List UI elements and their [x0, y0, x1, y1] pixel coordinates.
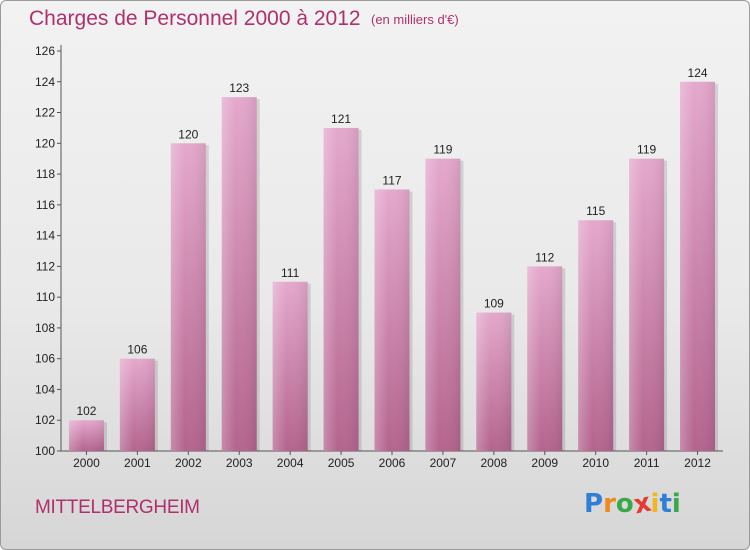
bar-highlight — [323, 127, 359, 451]
bar-highlight — [527, 266, 563, 451]
bar-highlight — [119, 358, 155, 451]
data-label-2004: 111 — [281, 266, 300, 280]
labels-group: 102 2000 106 2001 120 2002 123 2003 111 2004 121 20… — [73, 66, 711, 470]
x-tick-label-2010: 2010 — [582, 456, 609, 470]
x-tick-label-2000: 2000 — [73, 456, 100, 470]
commune-name: MITTELBERGHEIM — [35, 497, 200, 518]
y-tick-label: 104 — [35, 382, 55, 396]
bar-highlight — [68, 420, 104, 451]
bar-highlight — [221, 97, 257, 452]
y-tick-label: 124 — [35, 75, 55, 89]
data-label-2006: 117 — [382, 173, 401, 187]
bar-highlight — [476, 312, 512, 451]
x-tick-label-2006: 2006 — [379, 456, 406, 470]
logo-letter: i — [650, 489, 660, 519]
data-label-2012: 124 — [688, 66, 708, 80]
x-tick-label-2007: 2007 — [430, 456, 457, 470]
data-label-2002: 120 — [178, 127, 198, 141]
y-tick-label: 120 — [35, 136, 55, 150]
x-tick-label-2001: 2001 — [124, 456, 151, 470]
data-label-2001: 106 — [127, 343, 147, 357]
x-tick-label-2005: 2005 — [328, 456, 355, 470]
data-label-2003: 123 — [229, 81, 249, 95]
logo-letter: t — [659, 489, 672, 519]
y-tick-label: 100 — [35, 444, 55, 458]
y-tick-label: 126 — [35, 44, 55, 58]
bar-highlight — [272, 281, 308, 451]
logo-letter: i — [671, 489, 681, 519]
data-label-2005: 121 — [331, 112, 351, 126]
y-tick-label: 106 — [35, 352, 55, 366]
bar-highlight — [680, 81, 716, 452]
data-label-2010: 115 — [586, 204, 605, 218]
data-label-2011: 119 — [637, 143, 656, 157]
bar-highlight — [374, 189, 410, 451]
bars-group — [68, 81, 719, 452]
y-tick-label: 116 — [36, 198, 55, 212]
y-tick-label: 122 — [35, 106, 55, 120]
x-tick-label-2008: 2008 — [480, 456, 507, 470]
bar-highlight — [578, 220, 614, 451]
proxiti-logo[interactable]: Proxiti — [584, 488, 694, 523]
x-tick-label-2012: 2012 — [684, 456, 711, 470]
x-tick-label-2011: 2011 — [634, 456, 660, 470]
chart-title: Charges de Personnel 2000 à 2012 — [29, 7, 361, 30]
y-tick-label: 108 — [35, 321, 55, 335]
data-label-2000: 102 — [76, 404, 96, 418]
logo-letter: P — [584, 489, 604, 519]
bar-highlight — [170, 143, 206, 452]
chart-subtitle: (en milliers d'€) — [371, 12, 459, 27]
x-tick-label-2004: 2004 — [277, 456, 304, 470]
data-label-2007: 119 — [433, 143, 452, 157]
logo-letter: r — [603, 489, 616, 519]
x-tick-label-2009: 2009 — [531, 456, 558, 470]
logo-letter: o — [615, 489, 634, 519]
y-tick-label: 114 — [36, 229, 55, 243]
y-tick-label: 102 — [35, 413, 55, 427]
x-tick-label-2002: 2002 — [175, 456, 202, 470]
y-tick-label: 118 — [36, 167, 55, 181]
y-tick-label: 112 — [36, 259, 55, 273]
x-tick-label-2003: 2003 — [226, 456, 253, 470]
bar-highlight — [425, 158, 461, 451]
data-label-2009: 112 — [535, 250, 554, 264]
bar-highlight — [629, 158, 665, 451]
y-tick-label: 110 — [36, 290, 55, 304]
data-label-2008: 109 — [484, 297, 504, 311]
